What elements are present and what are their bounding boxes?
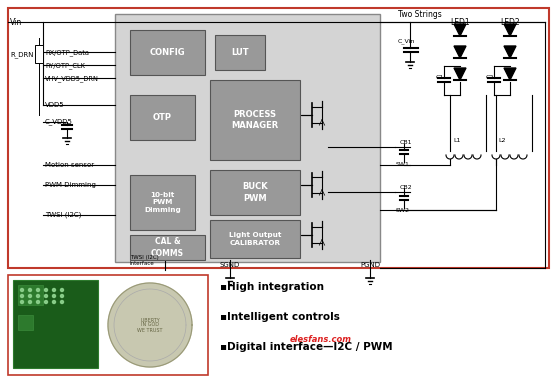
Text: LED1: LED1 — [450, 18, 470, 27]
Text: LUT: LUT — [231, 48, 249, 57]
Text: ▪Intelligent controls: ▪Intelligent controls — [220, 312, 340, 322]
Text: CAL &
COMMS: CAL & COMMS — [151, 238, 184, 257]
Polygon shape — [454, 24, 466, 36]
Polygon shape — [454, 68, 466, 80]
Polygon shape — [504, 24, 516, 36]
Circle shape — [52, 301, 56, 304]
Bar — [130, 175, 195, 230]
Circle shape — [21, 288, 23, 291]
Bar — [115, 14, 380, 262]
Text: SGND: SGND — [220, 262, 240, 268]
Text: CB2: CB2 — [400, 185, 413, 190]
Bar — [18, 315, 33, 330]
Circle shape — [45, 301, 47, 304]
Polygon shape — [108, 283, 192, 367]
Text: BUCK
PWM: BUCK PWM — [242, 183, 268, 202]
Text: ▪Digital interface—I2C / PWM: ▪Digital interface—I2C / PWM — [220, 342, 393, 352]
Text: VDD5: VDD5 — [45, 102, 65, 108]
Text: C1: C1 — [436, 75, 444, 80]
Text: C_VDD5: C_VDD5 — [45, 118, 73, 125]
Circle shape — [61, 295, 63, 298]
Circle shape — [45, 295, 47, 298]
Bar — [210, 220, 300, 258]
Text: SW1: SW1 — [396, 162, 410, 167]
Circle shape — [45, 288, 47, 291]
Circle shape — [28, 288, 32, 291]
Text: ▪High integration: ▪High integration — [220, 282, 324, 292]
Bar — [35, 45, 43, 63]
Text: WE TRUST: WE TRUST — [137, 327, 163, 332]
Circle shape — [61, 288, 63, 291]
Text: C2: C2 — [486, 75, 495, 80]
Circle shape — [28, 301, 32, 304]
Bar — [8, 275, 208, 375]
Text: R_DRN: R_DRN — [10, 52, 33, 58]
Bar — [130, 30, 205, 75]
Bar — [18, 285, 43, 305]
Text: Light Output
CALIBRATOR: Light Output CALIBRATOR — [229, 232, 281, 246]
Circle shape — [37, 295, 40, 298]
Text: VHV_VDD5_DRN: VHV_VDD5_DRN — [45, 75, 99, 82]
Bar — [215, 35, 265, 70]
Text: elesfans.com: elesfans.com — [290, 335, 352, 344]
Text: LIBERTY: LIBERTY — [140, 317, 160, 322]
Circle shape — [52, 295, 56, 298]
Text: RY/OTP_CLK: RY/OTP_CLK — [45, 62, 85, 69]
Circle shape — [37, 301, 40, 304]
Text: PGND: PGND — [360, 262, 380, 268]
Text: TWSI (I2C): TWSI (I2C) — [45, 212, 81, 219]
Text: OTP: OTP — [153, 113, 172, 122]
Text: Vin: Vin — [10, 18, 22, 27]
Bar — [210, 80, 300, 160]
Circle shape — [52, 288, 56, 291]
Text: PWM Dimming: PWM Dimming — [45, 182, 96, 188]
Bar — [13, 280, 98, 368]
Text: CB1: CB1 — [400, 140, 413, 145]
Text: IN GOD: IN GOD — [141, 322, 159, 327]
Bar — [210, 170, 300, 215]
Text: TWSI (I2C)
Interface: TWSI (I2C) Interface — [130, 255, 159, 266]
Text: PROCESS
MANAGER: PROCESS MANAGER — [231, 110, 278, 130]
Text: Two Strings: Two Strings — [398, 10, 442, 19]
Text: L2: L2 — [498, 138, 506, 143]
Circle shape — [21, 295, 23, 298]
Bar — [130, 235, 205, 260]
Text: LED2: LED2 — [500, 18, 520, 27]
Bar — [8, 8, 549, 268]
Circle shape — [61, 301, 63, 304]
Circle shape — [28, 295, 32, 298]
Text: Motion sensor: Motion sensor — [45, 162, 94, 168]
Circle shape — [21, 301, 23, 304]
Text: L1: L1 — [453, 138, 461, 143]
Polygon shape — [504, 68, 516, 80]
Circle shape — [37, 288, 40, 291]
Text: RX/OTP_Data: RX/OTP_Data — [45, 49, 89, 56]
Polygon shape — [454, 46, 466, 58]
Bar — [130, 95, 195, 140]
Text: CONFIG: CONFIG — [150, 48, 185, 57]
Polygon shape — [504, 46, 516, 58]
Text: C_Vin: C_Vin — [398, 38, 416, 44]
Text: 10-bit
PWM
Dimming: 10-bit PWM Dimming — [144, 192, 181, 213]
Text: SW2: SW2 — [396, 208, 410, 213]
